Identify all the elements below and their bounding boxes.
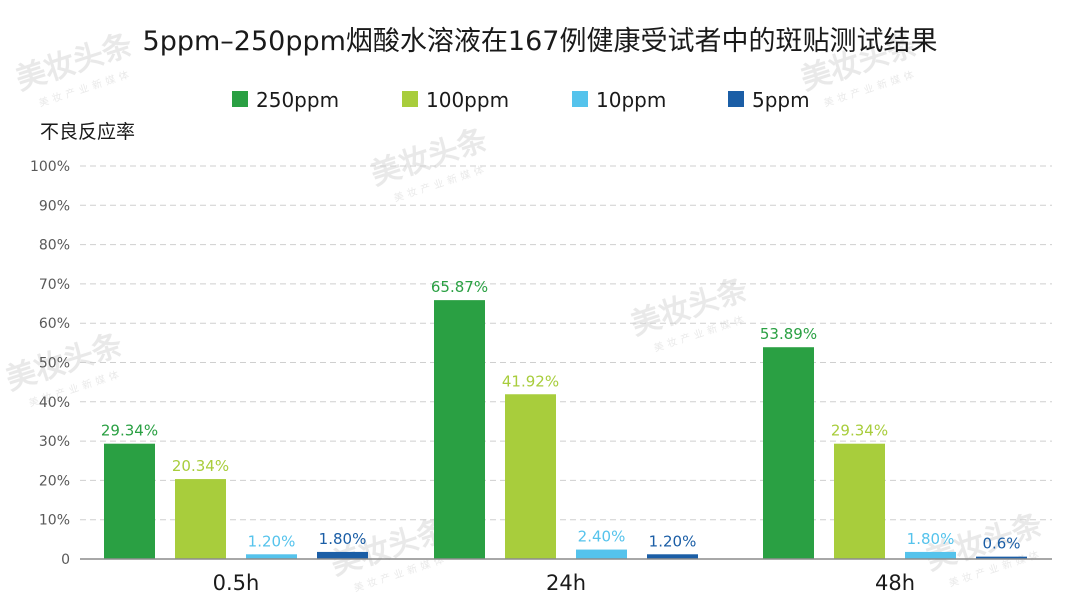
x-tick-label: 0.5h <box>213 571 260 595</box>
data-labels: 29.34% 20.34% 1.20% 1.80% 65.87% 41.92% 2.40% 1… <box>101 278 1021 553</box>
legend-label-10ppm: 10ppm <box>596 88 666 112</box>
data-label: 65.87% <box>431 278 488 296</box>
data-label: 1.20% <box>248 532 296 550</box>
legend-label-100ppm: 100ppm <box>426 88 509 112</box>
legend-label-250ppm: 250ppm <box>256 88 339 112</box>
bar-100ppm-48h <box>834 443 885 559</box>
bar-10ppm-0.5h <box>246 554 297 559</box>
legend-swatch-100ppm <box>402 91 418 107</box>
y-tick-label: 30% <box>39 434 70 450</box>
legend-swatch-250ppm <box>232 91 248 107</box>
bar-250ppm-0.5h <box>104 443 155 559</box>
legend: 250ppm 100ppm 10ppm 5ppm <box>232 88 810 112</box>
x-tick-label: 24h <box>546 571 586 595</box>
y-tick-label: 70% <box>39 277 70 293</box>
bar-10ppm-48h <box>905 551 956 559</box>
data-label: 1.80% <box>907 530 955 548</box>
y-axis-ticks: 0 10% 20% 30% 40% 50% 60% 70% 80% 90% 100% <box>30 159 70 568</box>
data-label: 29.34% <box>831 422 888 440</box>
y-axis-label: 不良反应率 <box>40 121 135 143</box>
bar-5ppm-48h <box>976 556 1027 559</box>
y-tick-label: 10% <box>39 513 70 529</box>
data-label: 0.6% <box>982 535 1020 553</box>
x-tick-label: 48h <box>875 571 915 595</box>
y-tick-label: 80% <box>39 238 70 254</box>
y-tick-label: 90% <box>39 198 70 214</box>
bar-5ppm-0.5h <box>317 551 368 559</box>
data-label: 53.89% <box>760 325 817 343</box>
data-label: 41.92% <box>502 372 559 390</box>
y-tick-label: 40% <box>39 395 70 411</box>
bar-250ppm-24h <box>434 300 485 559</box>
legend-label-5ppm: 5ppm <box>752 88 810 112</box>
x-axis-ticks: 0.5h 24h 48h <box>213 571 915 595</box>
bar-5ppm-24h <box>647 554 698 559</box>
data-label: 20.34% <box>172 457 229 475</box>
bars <box>104 300 1027 559</box>
data-label: 2.40% <box>578 528 626 546</box>
y-tick-label: 20% <box>39 473 70 489</box>
y-tick-label: 60% <box>39 316 70 332</box>
y-tick-label: 100% <box>30 159 70 175</box>
bar-250ppm-48h <box>763 347 814 559</box>
gridlines <box>80 165 1052 521</box>
chart-title: 5ppm–250ppm烟酸水溶液在167例健康受试者中的斑贴测试结果 <box>143 26 938 57</box>
legend-swatch-10ppm <box>572 91 588 107</box>
data-label: 1.20% <box>649 532 697 550</box>
y-tick-label: 50% <box>39 356 70 372</box>
bar-100ppm-24h <box>505 394 556 559</box>
legend-swatch-5ppm <box>728 91 744 107</box>
bar-10ppm-24h <box>576 549 627 559</box>
y-tick-label: 0 <box>61 552 70 568</box>
data-label: 1.80% <box>319 530 367 548</box>
data-label: 29.34% <box>101 422 158 440</box>
bar-100ppm-0.5h <box>175 479 226 559</box>
